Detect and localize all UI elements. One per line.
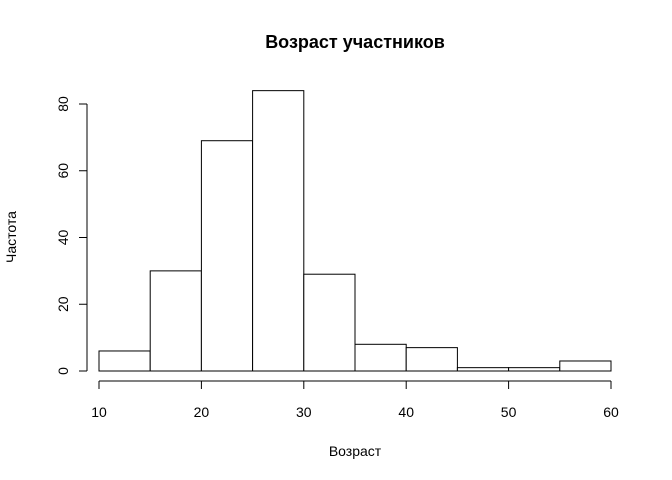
bars-group <box>98 90 612 372</box>
x-tick-label: 30 <box>296 404 312 420</box>
x-tick-label: 40 <box>398 404 414 420</box>
histogram-bar-20-25 <box>200 140 254 372</box>
histogram-bar-40-45 <box>405 347 458 372</box>
histogram-bar-50-55 <box>508 367 561 372</box>
histogram-bar-30-35 <box>303 273 356 372</box>
y-tick-label: 20 <box>55 296 71 312</box>
x-axis-label: Возраст <box>329 443 382 459</box>
y-axis: 0 20 40 60 80 <box>55 96 88 375</box>
y-tick-label: 80 <box>55 96 71 112</box>
y-tick-label: 0 <box>55 367 71 375</box>
y-axis-label: Частота <box>3 211 19 263</box>
chart-title: Возраст участников <box>265 32 445 52</box>
x-tick-label: 60 <box>603 404 619 420</box>
histogram-bar-45-50 <box>456 367 510 372</box>
histogram-bar-55-60 <box>559 360 612 372</box>
histogram-bar-25-30 <box>252 90 305 372</box>
histogram-bar-15-20 <box>149 270 202 372</box>
histogram-bar-10-15 <box>98 350 151 372</box>
x-axis: 10 20 30 40 50 60 <box>91 380 619 420</box>
histogram-bar-35-40 <box>354 343 407 372</box>
x-tick-label: 50 <box>501 404 517 420</box>
y-tick-label: 40 <box>55 230 71 246</box>
x-tick-label: 10 <box>91 404 107 420</box>
x-tick-label: 20 <box>194 404 210 420</box>
y-tick-label: 60 <box>55 163 71 179</box>
